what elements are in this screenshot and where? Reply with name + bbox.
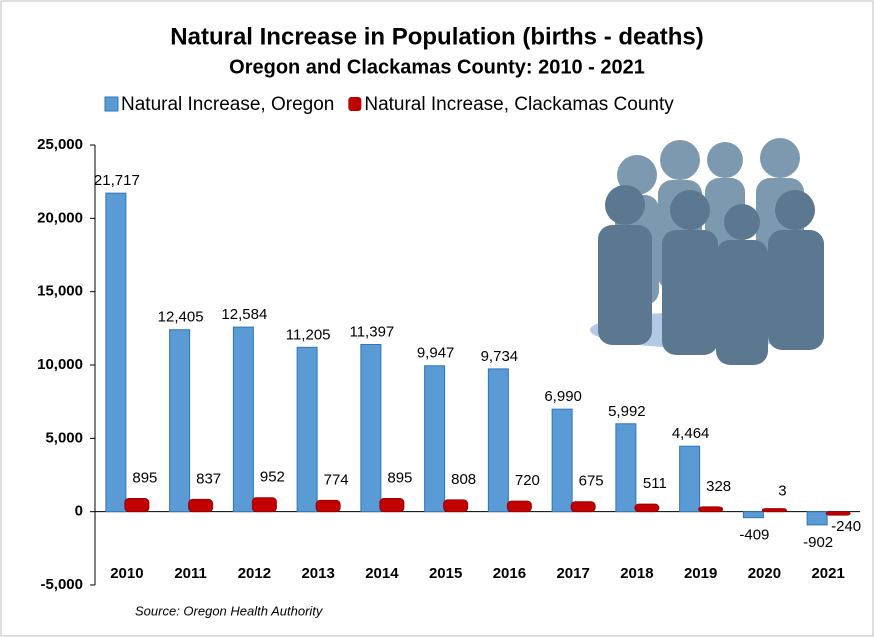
bar-oregon [615, 423, 637, 513]
data-label: 837 [196, 470, 221, 487]
data-label: 12,584 [221, 306, 267, 323]
data-label: -240 [831, 518, 861, 535]
data-label: 3 [778, 483, 786, 500]
data-label: 720 [515, 472, 540, 489]
y-tick-label: 0 [75, 503, 83, 520]
bar-oregon [232, 326, 254, 513]
bar-clackamas [379, 498, 405, 513]
x-tick-label: 2016 [493, 565, 526, 582]
data-label: 9,947 [417, 345, 455, 362]
data-label: 11,397 [349, 323, 394, 340]
data-label: -409 [739, 527, 769, 544]
bar-clackamas [825, 511, 851, 516]
x-tick-label: 2019 [684, 565, 717, 582]
x-tick-label: 2012 [238, 565, 271, 582]
data-label: 12,405 [158, 309, 204, 326]
bar-oregon [551, 408, 573, 513]
bar-clackamas [570, 501, 596, 513]
data-label: 952 [260, 469, 285, 486]
y-tick-label: 15,000 [37, 283, 83, 300]
data-label: 5,992 [608, 403, 646, 420]
bar-clackamas [251, 497, 277, 513]
bar-clackamas [761, 508, 787, 513]
bar-oregon [424, 365, 446, 513]
bar-clackamas [124, 498, 150, 513]
bar-clackamas [698, 506, 724, 513]
bar-clackamas [506, 500, 532, 513]
data-label: 774 [324, 471, 349, 488]
legend-label: Natural Increase, Oregon [121, 94, 334, 115]
x-tick-label: 2018 [620, 565, 653, 582]
data-label: 328 [706, 478, 731, 495]
x-tick-label: 2011 [174, 565, 207, 582]
bar-oregon [296, 346, 318, 513]
legend-swatch [348, 97, 362, 111]
bar-clackamas [443, 499, 469, 513]
source-note: Source: Oregon Health Authority [135, 603, 324, 618]
bar-oregon [105, 192, 127, 513]
bar-oregon [360, 344, 382, 513]
bar-clackamas [188, 498, 214, 513]
x-tick-label: 2013 [301, 565, 334, 582]
data-label: 9,734 [481, 348, 519, 365]
bar-clackamas [634, 503, 660, 513]
bar-oregon [679, 445, 701, 513]
bar-oregon [806, 511, 828, 526]
chart-title: Natural Increase in Population (births -… [170, 23, 703, 50]
x-tick-label: 2015 [429, 565, 462, 582]
data-label: 4,464 [672, 425, 710, 442]
bar-clackamas [315, 499, 341, 513]
bar-oregon [169, 329, 191, 513]
x-tick-label: 2020 [748, 565, 781, 582]
data-label: 6,990 [544, 388, 582, 405]
x-tick-label: 2017 [556, 565, 589, 582]
data-label: 511 [643, 475, 667, 492]
data-label: 808 [451, 471, 476, 488]
bar-oregon [487, 368, 509, 513]
y-tick-label: 20,000 [37, 209, 83, 226]
y-tick-label: -5,000 [40, 576, 83, 593]
data-label: 675 [579, 473, 604, 490]
data-label: 895 [387, 470, 412, 487]
people-illustration [590, 138, 824, 365]
bar-oregon [742, 511, 764, 519]
data-label: 895 [132, 470, 157, 487]
legend-swatch [104, 96, 119, 112]
data-label: 21,717 [94, 172, 140, 189]
chart-subtitle: Oregon and Clackamas County: 2010 - 2021 [229, 56, 645, 78]
people-front [598, 185, 824, 365]
y-tick-label: 5,000 [45, 429, 83, 446]
x-tick-label: 2010 [110, 565, 143, 582]
y-tick-label: 25,000 [37, 136, 83, 153]
y-tick-label: 10,000 [37, 356, 83, 373]
legend-label: Natural Increase, Clackamas County [364, 94, 674, 115]
x-tick-label: 2021 [811, 565, 844, 582]
data-label: 11,205 [286, 326, 331, 343]
data-label: -902 [803, 534, 833, 551]
x-tick-label: 2014 [365, 565, 399, 582]
